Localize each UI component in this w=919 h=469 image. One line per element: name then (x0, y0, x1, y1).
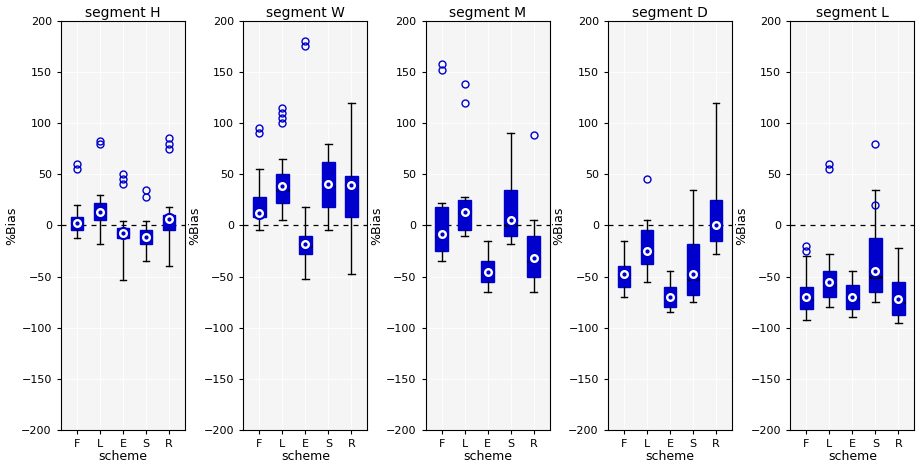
Bar (686, 244, 698, 295)
Bar (709, 200, 721, 241)
X-axis label: scheme: scheme (645, 450, 694, 463)
Y-axis label: %Bias: %Bias (369, 206, 383, 244)
Bar (458, 200, 471, 230)
Bar (481, 261, 494, 282)
Bar (800, 287, 811, 309)
Bar (299, 235, 312, 254)
Bar (617, 266, 630, 287)
X-axis label: scheme: scheme (98, 450, 147, 463)
Bar (823, 272, 834, 297)
Bar (868, 238, 880, 292)
X-axis label: scheme: scheme (462, 450, 512, 463)
Bar (322, 162, 335, 207)
Bar (504, 189, 516, 235)
X-axis label: scheme: scheme (280, 450, 329, 463)
Bar (276, 174, 289, 203)
Bar (71, 217, 84, 230)
Bar (345, 176, 357, 217)
Title: segment D: segment D (631, 6, 707, 20)
Bar (891, 282, 903, 316)
Y-axis label: %Bias: %Bias (187, 206, 200, 244)
Y-axis label: %Bias: %Bias (552, 206, 565, 244)
Y-axis label: %Bias: %Bias (734, 206, 747, 244)
Y-axis label: %Bias: %Bias (6, 206, 18, 244)
Title: segment M: segment M (448, 6, 526, 20)
Title: segment W: segment W (266, 6, 345, 20)
Bar (163, 215, 176, 230)
Bar (845, 285, 857, 309)
Bar (527, 235, 539, 277)
Title: segment H: segment H (85, 6, 161, 20)
X-axis label: scheme: scheme (827, 450, 876, 463)
Title: segment L: segment L (815, 6, 888, 20)
Bar (94, 203, 107, 220)
Bar (663, 287, 675, 307)
Bar (140, 230, 153, 244)
Bar (640, 230, 652, 264)
Bar (117, 228, 130, 238)
Bar (435, 207, 448, 251)
Bar (253, 197, 266, 217)
